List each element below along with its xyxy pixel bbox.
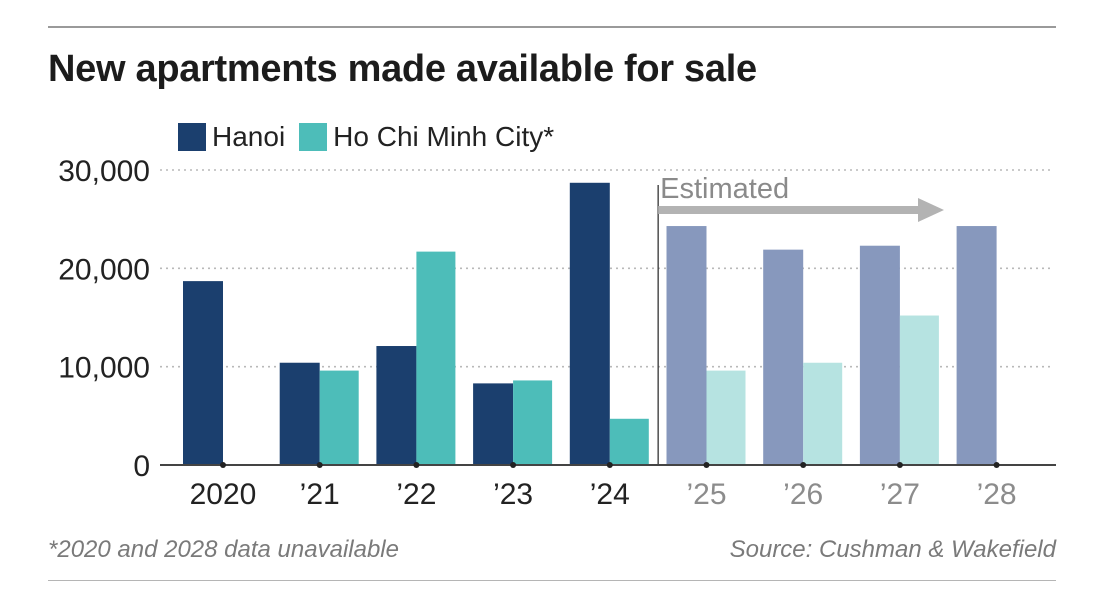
footnote: *2020 and 2028 data unavailable: [48, 536, 399, 563]
bar-hanoi: [473, 383, 514, 465]
bar-hcmc: [319, 370, 359, 465]
x-tick-label: ’27: [880, 478, 920, 511]
legend-swatch-hcmc: [299, 123, 328, 151]
x-tick-label: ’23: [493, 478, 533, 511]
bar-hanoi: [376, 346, 417, 465]
x-tick-mark: [993, 462, 1000, 468]
bar-hanoi: [279, 362, 320, 465]
x-tick-mark: [316, 462, 323, 468]
legend-item-hanoi: Hanoi: [178, 121, 285, 153]
x-tick-label: ’22: [396, 478, 436, 511]
x-tick-mark: [413, 462, 420, 468]
x-tick-mark: [510, 462, 517, 468]
legend-item-hcmc: Ho Chi Minh City*: [299, 121, 554, 153]
bottom-rule: [48, 580, 1056, 581]
x-tick-label: ’25: [686, 478, 726, 511]
y-tick-label: 10,000: [58, 352, 150, 385]
estimated-label: Estimated: [660, 173, 789, 205]
x-tick-mark: [800, 462, 807, 468]
x-tick-mark: [703, 462, 710, 468]
bar-hcmc: [899, 315, 939, 465]
bar-hanoi: [183, 281, 223, 465]
legend-swatch-hanoi: [178, 123, 206, 151]
legend-label-hcmc: Ho Chi Minh City*: [333, 121, 555, 152]
y-tick-label: 30,000: [58, 155, 150, 188]
legend-label-hanoi: Hanoi: [212, 121, 286, 152]
x-tick-label: ’21: [300, 478, 340, 511]
top-rule: [48, 26, 1056, 28]
x-tick-label: ’24: [590, 478, 630, 511]
y-tick-label: 20,000: [58, 253, 150, 286]
legend: Hanoi Ho Chi Minh City*: [178, 121, 568, 153]
y-tick-label: 0: [133, 450, 150, 483]
bar-hcmc: [416, 251, 456, 465]
bar-hcmc: [609, 418, 649, 465]
x-tick-label: 2020: [190, 478, 257, 511]
bar-hanoi: [569, 182, 610, 466]
bar-hcmc: [803, 362, 843, 465]
bar-hanoi: [666, 226, 707, 465]
estimate-arrow-head: [918, 198, 944, 222]
x-tick-label: ’26: [783, 478, 823, 511]
x-tick-label: ’28: [977, 478, 1017, 511]
bar-hanoi: [956, 226, 997, 465]
bar-hcmc: [513, 380, 553, 465]
source-note: Source: Cushman & Wakefield: [729, 536, 1056, 563]
bar-hcmc: [706, 370, 746, 465]
x-tick-mark: [220, 462, 226, 468]
bar-hanoi: [763, 249, 804, 465]
bar-hanoi: [859, 245, 900, 465]
x-tick-mark: [896, 462, 903, 468]
chart-title: New apartments made available for sale: [48, 48, 757, 90]
x-tick-mark: [606, 462, 613, 468]
